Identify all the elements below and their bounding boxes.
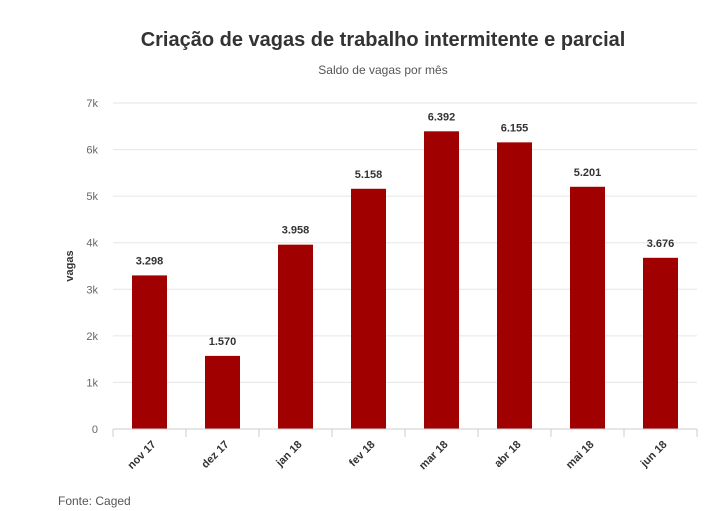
bar (424, 131, 459, 429)
bar (570, 186, 605, 429)
bar (278, 244, 313, 429)
data-label: 6.155 (501, 122, 529, 134)
bar (351, 188, 386, 429)
bar (132, 275, 167, 429)
y-tick-label: 7k (86, 98, 98, 110)
x-axis-ticks: nov 17 dez 17 jan 18 fev 18 mar 18 abr 18 mai … (112, 429, 698, 473)
data-label: 6.392 (428, 111, 456, 123)
chart-title: Criação de vagas de trabalho intermitent… (141, 29, 626, 51)
y-tick-label: 1k (86, 377, 98, 389)
x-tick-label: mai 18 (564, 439, 597, 472)
data-label: 3.676 (647, 238, 675, 250)
x-tick-label: jan 18 (273, 439, 304, 470)
chart-subtitle: Saldo de vagas por mês (318, 63, 447, 77)
y-tick-label: 2k (86, 331, 98, 343)
bar (205, 355, 240, 429)
bar (643, 257, 678, 429)
y-tick-label: 0 (92, 424, 98, 436)
y-tick-label: 4k (86, 238, 98, 250)
data-label: 5.201 (574, 167, 602, 179)
x-tick-label: jun 18 (638, 439, 670, 471)
x-tick-label: dez 17 (199, 439, 231, 471)
data-label: 5.158 (355, 169, 383, 181)
bar (497, 142, 532, 430)
data-label: 1.570 (209, 336, 237, 348)
y-tick-label: 5k (86, 191, 98, 203)
x-tick-label: nov 17 (125, 439, 158, 472)
data-labels: 3.298 1.570 3.958 5.158 6.392 6.155 5.201 3.676 (136, 111, 675, 348)
source-note: Fonte: Caged (58, 494, 131, 508)
y-axis-ticks: 0 1k 2k 3k 4k 5k 6k 7k (86, 98, 98, 436)
x-tick-label: abr 18 (492, 439, 523, 470)
data-label: 3.958 (282, 225, 310, 237)
y-tick-label: 6k (86, 145, 98, 157)
gridlines (113, 102, 697, 383)
data-label: 3.298 (136, 255, 164, 267)
x-tick-label: mar 18 (417, 439, 451, 473)
bars (132, 131, 678, 430)
y-tick-label: 3k (86, 284, 98, 296)
y-axis-label: vagas (64, 250, 76, 281)
x-tick-label: fev 18 (347, 439, 378, 470)
